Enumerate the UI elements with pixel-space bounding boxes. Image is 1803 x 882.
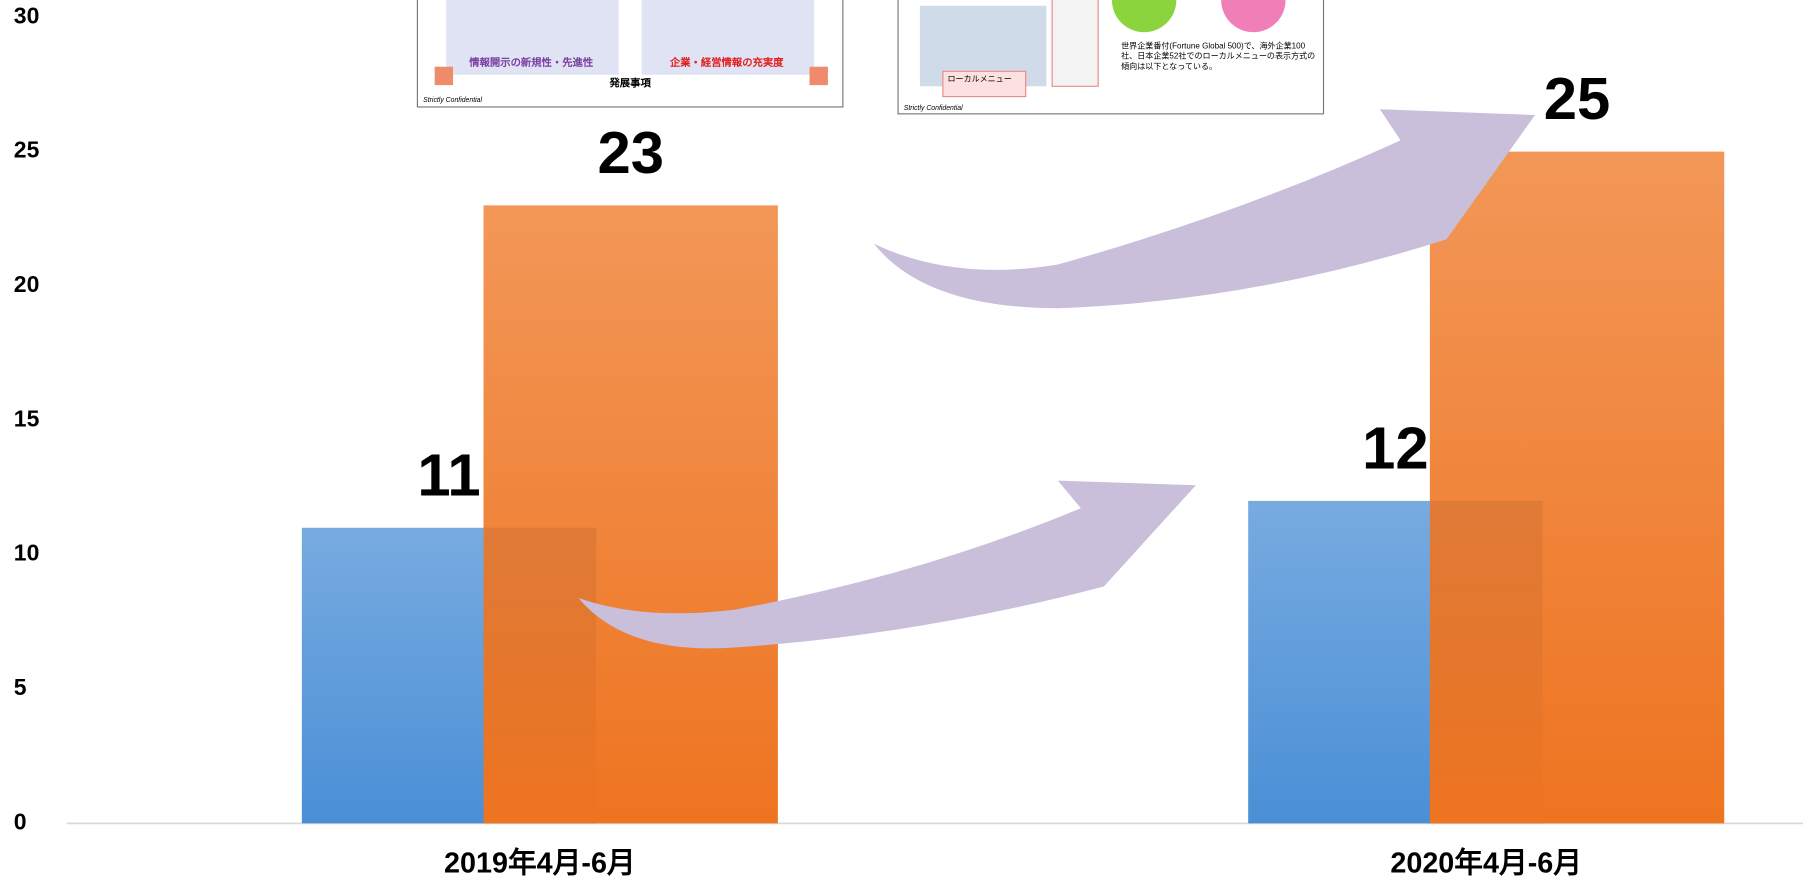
inset-text: 企業・経営情報の充実度 — [669, 56, 784, 69]
value-label: 11 — [417, 441, 480, 508]
y-tick-label: 25 — [14, 137, 40, 163]
inset-icon — [809, 66, 828, 86]
y-tick-label: 10 — [14, 540, 40, 566]
inset-text: Strictly Confidential — [904, 105, 963, 112]
inset-slide-1: 情報開示の新規性・先進性 企業・経営情報の充実度 発展事項 Strictly C… — [416, 0, 844, 108]
value-label: 25 — [1544, 65, 1611, 132]
inset-icon — [434, 66, 454, 86]
value-label: 23 — [597, 119, 664, 186]
inset-panel — [641, 0, 815, 75]
bar — [483, 205, 778, 824]
y-tick-label: 30 — [14, 2, 40, 28]
value-label: 12 — [1362, 414, 1429, 481]
bar — [1429, 151, 1725, 824]
y-tick-label: 20 — [14, 271, 40, 297]
x-tick-label: 2020年4月-6月 — [1390, 846, 1582, 879]
inset-text: ローカルメニュー — [947, 74, 1011, 83]
inset-note: 世界企業番付(Fortune Global 500)で、海外企業100社、日本企… — [1121, 42, 1316, 72]
plot-area: 0 5 10 15 20 25 30 2019年4月-6月 11 23 2020年4月-6月 12 25 — [14, 2, 1725, 879]
inset-pie — [1111, 0, 1177, 33]
inset-pie — [1221, 0, 1286, 33]
growth-arrow — [578, 480, 1196, 649]
y-tick-label: 15 — [14, 405, 40, 431]
inset-text: Strictly Confidential — [423, 97, 482, 104]
growth-arrow — [873, 109, 1536, 309]
inset-screenshot — [1051, 0, 1099, 87]
x-tick-label: 2019年4月-6月 — [444, 846, 636, 879]
inset-text: 発展事項 — [608, 77, 651, 90]
y-tick-label: 0 — [14, 808, 27, 834]
inset-slide-2: ローカルメニュー 世界企業番付(Fortune Global 500)で、海外企… — [897, 0, 1325, 115]
inset-panel — [446, 0, 619, 75]
inset-text: 世界企業番付(Fortune Global 500)で、海外企業100社、日本企… — [1121, 42, 1316, 72]
y-tick-label: 5 — [14, 674, 27, 700]
inset-callout — [942, 70, 1027, 98]
inset-text: 情報開示の新規性・先進性 — [468, 56, 594, 69]
